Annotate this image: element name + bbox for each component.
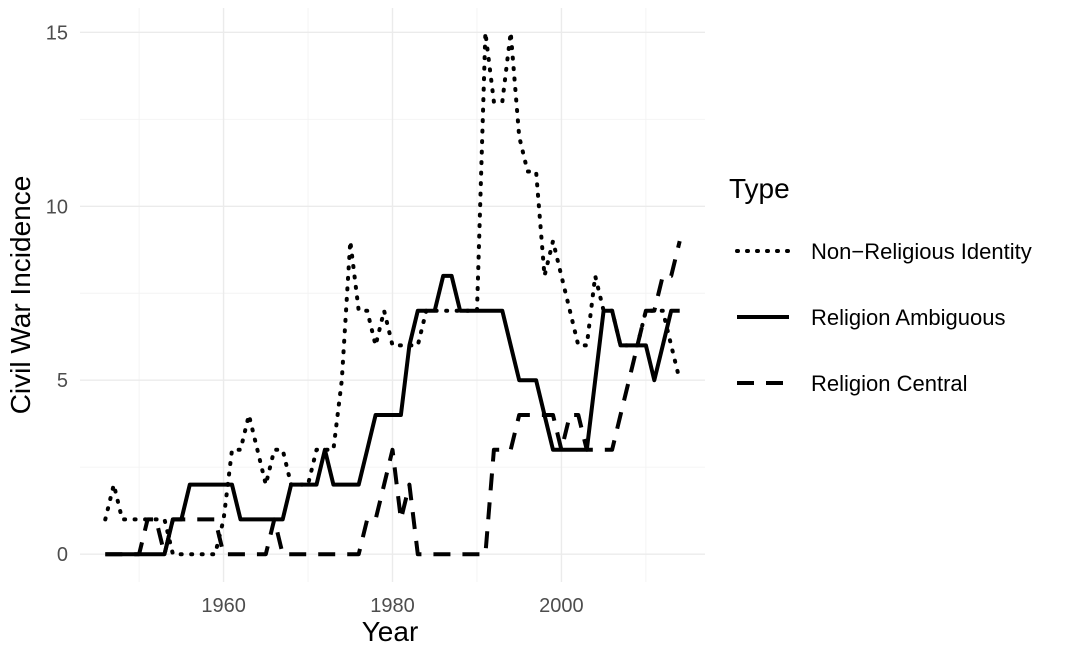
series-line-religion-ambiguous — [105, 273, 680, 557]
legend: Type Non−Religious Identity Religion Ambi… — [729, 173, 1032, 396]
series-line-non-religious-identity — [103, 30, 682, 557]
legend-label-religion-ambiguous: Religion Ambiguous — [811, 305, 1005, 330]
legend-title: Type — [729, 173, 790, 204]
series-line-religion-central — [105, 240, 682, 557]
x-axis-title: Year — [362, 616, 419, 647]
y-axis-ticks: 0 5 10 15 — [46, 22, 68, 566]
y-tick-label: 15 — [46, 22, 68, 44]
x-axis-ticks: 1960 1980 2000 — [201, 595, 583, 617]
y-tick-label: 5 — [57, 370, 68, 392]
legend-label-religion-central: Religion Central — [811, 371, 968, 396]
plot-grid — [80, 8, 705, 582]
y-tick-label: 10 — [46, 196, 68, 218]
y-tick-label: 0 — [57, 544, 68, 566]
x-tick-label: 1980 — [370, 595, 415, 617]
series-layer — [103, 30, 682, 557]
legend-label-non-religious-identity: Non−Religious Identity — [811, 239, 1032, 264]
y-axis-title: Civil War Incidence — [5, 176, 36, 415]
x-tick-label: 2000 — [539, 595, 584, 617]
x-tick-label: 1960 — [201, 595, 246, 617]
